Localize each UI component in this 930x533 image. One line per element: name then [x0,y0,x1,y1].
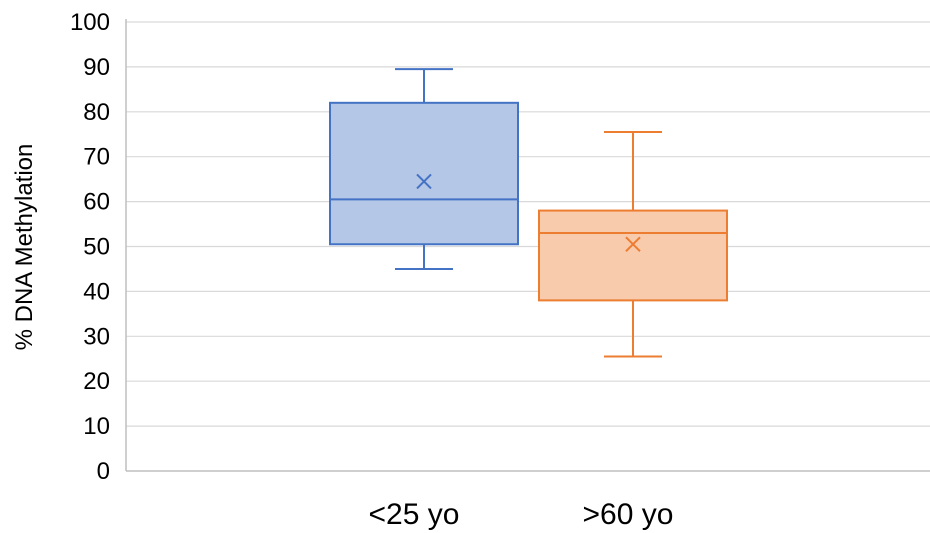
category-label: <25 yo [369,498,460,531]
box-under-25 [329,68,519,270]
axes [125,19,930,472]
gridlines [126,21,930,427]
y-tick-label: 10 [83,413,110,440]
mean-x-stroke [625,236,641,252]
y-tick-label: 0 [97,458,110,485]
y-tick-label: 80 [83,99,110,126]
y-tick-label: 90 [83,54,110,81]
iqr-box [329,101,519,246]
category-labels: <25 yo >60 yo [369,498,674,531]
y-axis-title: % DNA Methylation [11,144,38,351]
y-tick-label: 30 [83,323,110,350]
category-label: >60 yo [583,498,674,531]
y-tick-label: 60 [83,189,110,216]
mean-marker [416,173,432,190]
y-tick-label: 40 [83,278,110,305]
box-over-60 [538,131,728,358]
iqr-box [538,209,728,302]
y-tick-labels: 0 10 20 30 40 50 60 70 80 90 100 [70,9,110,485]
mean-marker [625,236,641,252]
y-tick-label: 70 [83,144,110,171]
mean-x-stroke [416,173,432,190]
y-tick-label: 100 [70,9,110,36]
y-tick-label: 50 [83,234,110,261]
boxes [329,68,728,358]
y-tick-label: 20 [83,368,110,395]
